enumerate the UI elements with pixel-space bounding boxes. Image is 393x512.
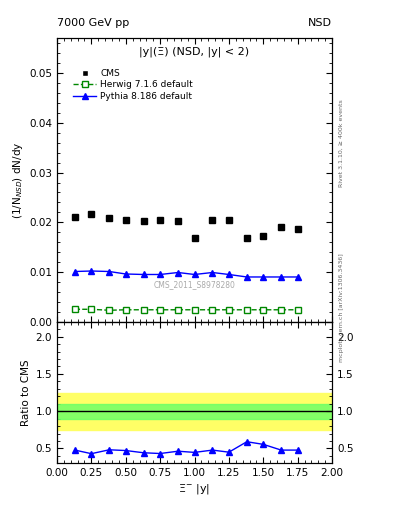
Y-axis label: (1/N$_{NSD}$) dN/dy: (1/N$_{NSD}$) dN/dy <box>11 141 25 219</box>
Text: Rivet 3.1.10, ≥ 400k events: Rivet 3.1.10, ≥ 400k events <box>339 99 344 187</box>
Text: NSD: NSD <box>308 18 332 29</box>
Y-axis label: Ratio to CMS: Ratio to CMS <box>21 359 31 426</box>
Bar <box>57 404 332 419</box>
Legend: CMS, Herwig 7.1.6 default, Pythia 8.186 default: CMS, Herwig 7.1.6 default, Pythia 8.186 … <box>70 66 197 104</box>
X-axis label: Ξ$^{-}$ |y|: Ξ$^{-}$ |y| <box>178 482 211 497</box>
Text: mcplots.cern.ch [arXiv:1306.3436]: mcplots.cern.ch [arXiv:1306.3436] <box>339 253 344 361</box>
Text: CMS_2011_S8978280: CMS_2011_S8978280 <box>154 281 235 289</box>
Bar <box>57 393 332 430</box>
Text: 7000 GeV pp: 7000 GeV pp <box>57 18 129 29</box>
Text: |y|(Ξ) (NSD, |y| < 2): |y|(Ξ) (NSD, |y| < 2) <box>140 47 250 57</box>
